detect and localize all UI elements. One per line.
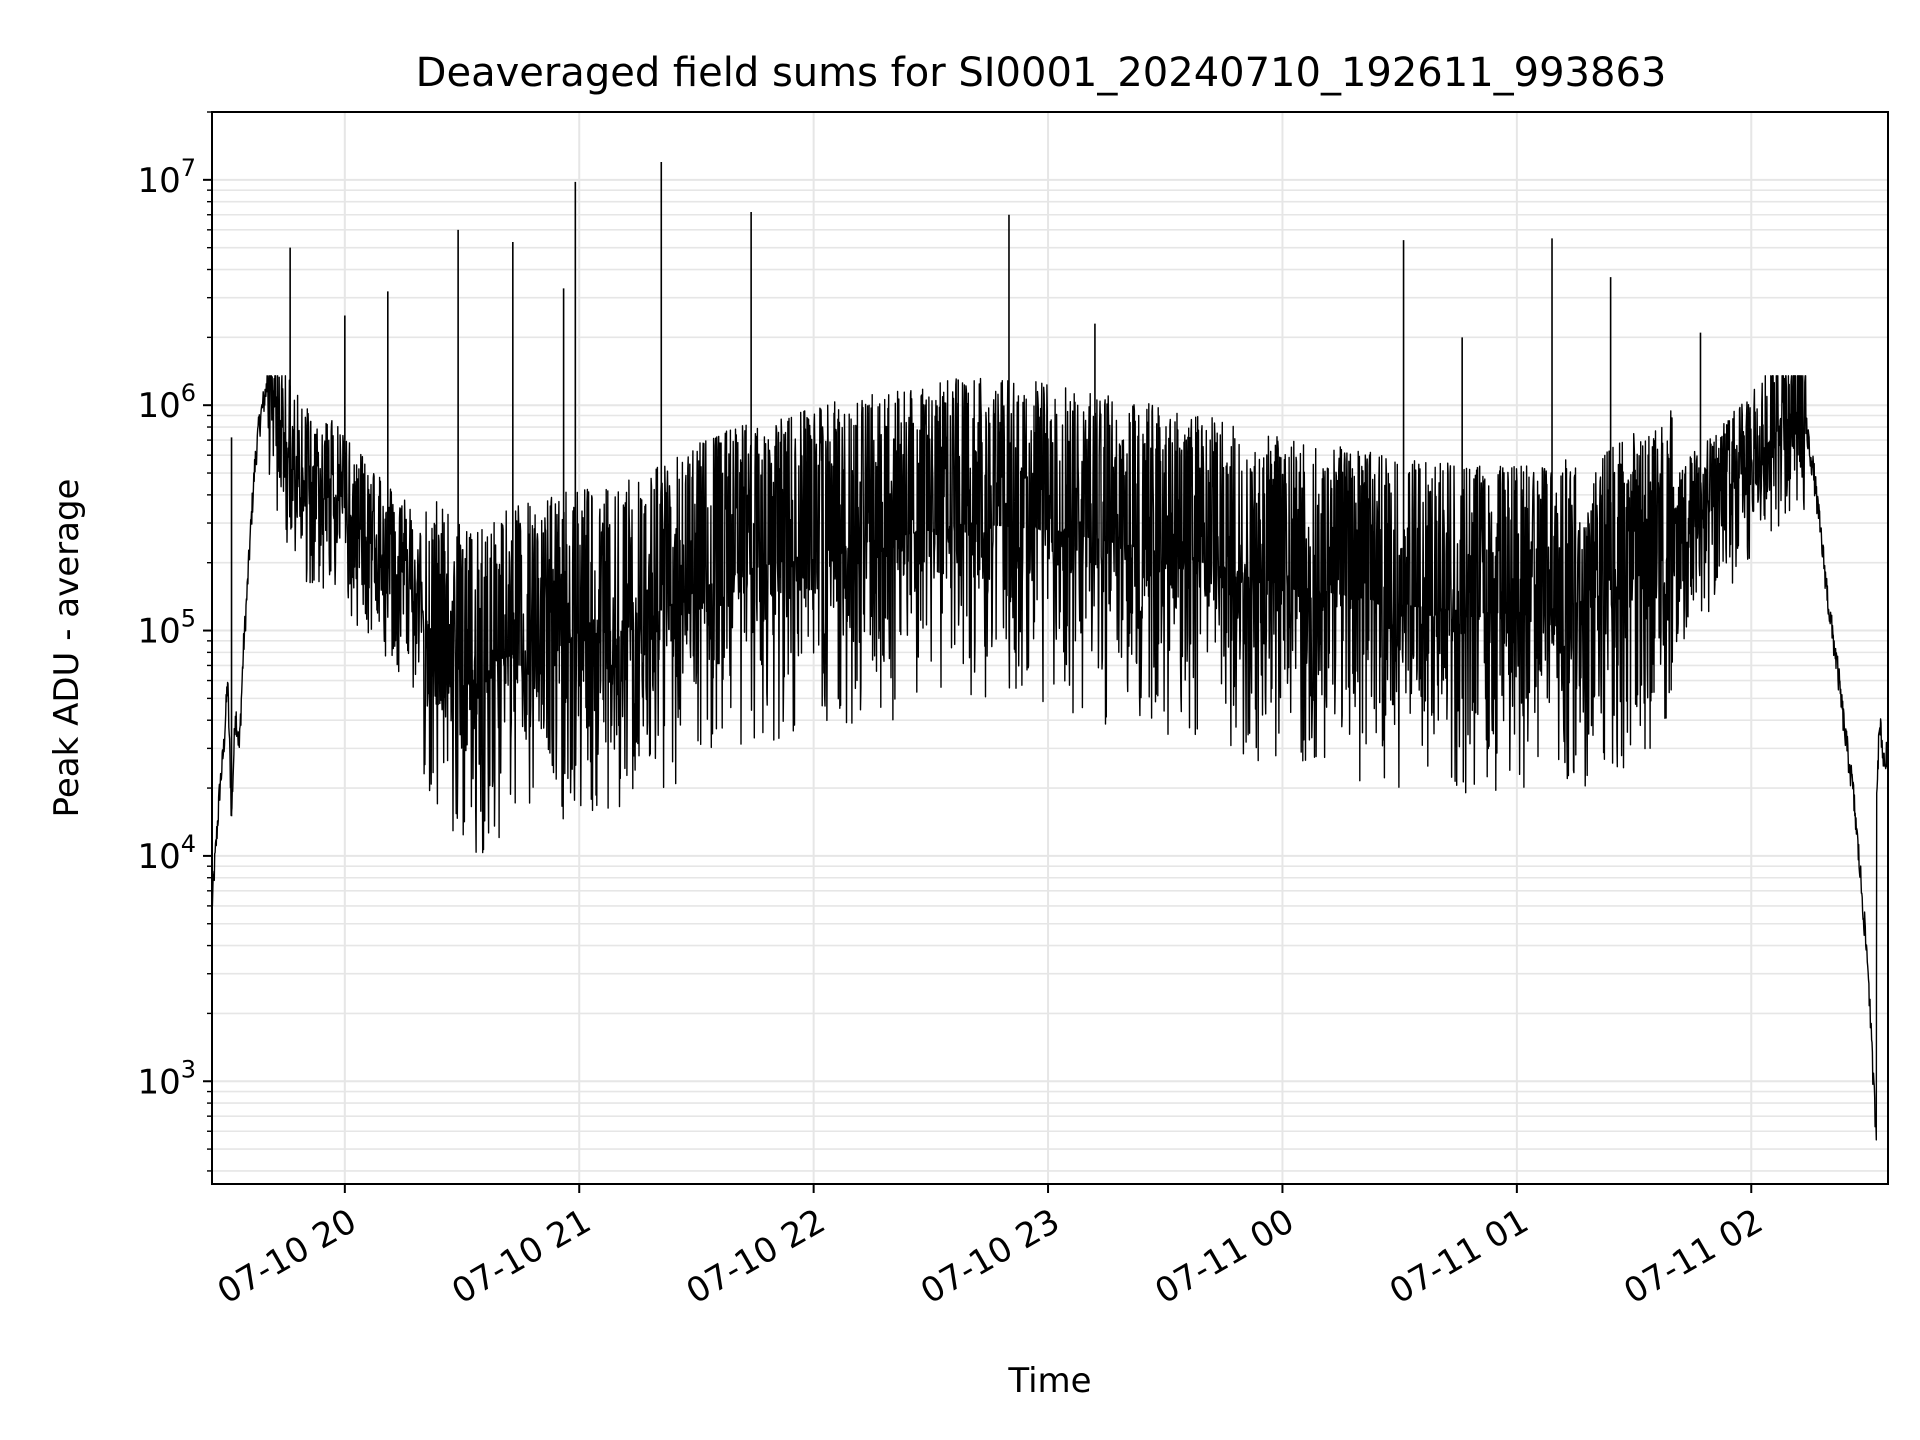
- plot-frame: [211, 111, 1889, 1185]
- x-axis-label: Time: [1007, 1361, 1091, 1401]
- y-tick-label: 103: [137, 1055, 196, 1102]
- series-line: [212, 375, 1888, 1141]
- y-axis: 103 104 105 106 107: [137, 111, 212, 1172]
- y-axis-label: Peak ADU - average: [47, 479, 87, 818]
- y-tick-label: 107: [137, 154, 196, 201]
- spikes: [230, 161, 1702, 817]
- y-tick-label: 105: [137, 605, 196, 652]
- y-tick-label: 104: [137, 830, 196, 877]
- y-tick-label: 106: [137, 379, 196, 426]
- chart-title: Deaveraged field sums for SI0001_2024071…: [416, 50, 1667, 96]
